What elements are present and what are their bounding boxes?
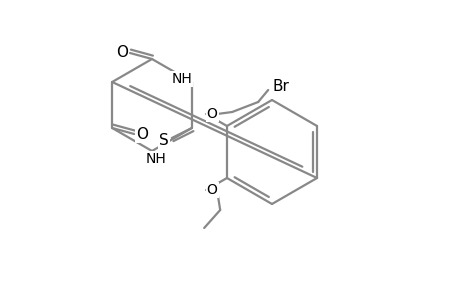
Text: O: O — [206, 183, 217, 197]
Text: Br: Br — [272, 79, 289, 94]
Text: O: O — [206, 107, 217, 121]
Text: O: O — [116, 44, 128, 59]
Text: NH: NH — [171, 72, 192, 86]
Text: NH: NH — [146, 152, 166, 166]
Text: S: S — [159, 133, 168, 148]
Text: O: O — [136, 127, 148, 142]
